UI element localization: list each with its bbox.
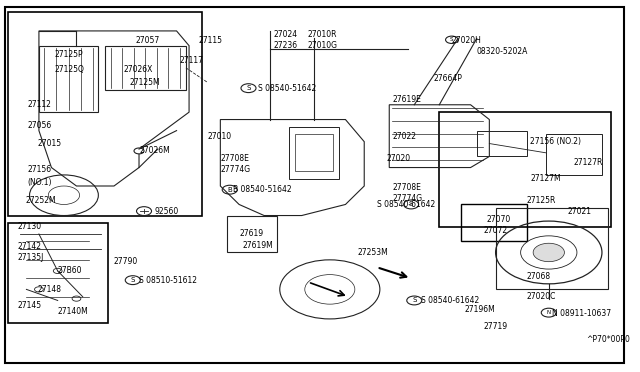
- Text: 27774G: 27774G: [392, 195, 422, 203]
- Text: 27135J: 27135J: [17, 253, 44, 263]
- Text: 27021: 27021: [568, 207, 591, 217]
- Text: 27148: 27148: [38, 285, 61, 294]
- Circle shape: [134, 148, 144, 154]
- Text: 27156 (NO.2): 27156 (NO.2): [530, 137, 581, 146]
- Text: 27026X: 27026X: [124, 65, 153, 74]
- Text: 27056: 27056: [28, 121, 52, 129]
- Text: S: S: [409, 202, 413, 208]
- Text: 08320-5202A: 08320-5202A: [477, 47, 528, 56]
- Bar: [439, 112, 611, 227]
- Text: 27117: 27117: [180, 56, 204, 65]
- Text: 27125R: 27125R: [527, 196, 556, 205]
- Text: 27619M: 27619M: [242, 241, 273, 250]
- Text: N: N: [547, 310, 551, 315]
- Text: 27010G: 27010G: [308, 41, 338, 50]
- Text: S 08540-61642: S 08540-61642: [377, 200, 435, 209]
- Text: 27070: 27070: [486, 215, 511, 224]
- Text: 27010R: 27010R: [308, 30, 337, 39]
- Text: 27145: 27145: [17, 301, 41, 311]
- Text: 92560: 92560: [155, 207, 179, 217]
- Text: 27015: 27015: [37, 139, 61, 148]
- Text: 27024: 27024: [273, 30, 298, 39]
- Text: 27020: 27020: [386, 154, 410, 163]
- Bar: [8, 223, 108, 323]
- Text: 27020H: 27020H: [452, 36, 482, 45]
- Text: 27072: 27072: [483, 226, 508, 235]
- Text: 27140M: 27140M: [58, 307, 88, 316]
- Text: 27790: 27790: [114, 257, 138, 266]
- Text: 27664P: 27664P: [433, 74, 462, 83]
- Text: 27236: 27236: [273, 41, 298, 50]
- Text: 27127M: 27127M: [530, 174, 561, 183]
- Text: 27708E: 27708E: [220, 154, 249, 163]
- Text: B 08540-51642: B 08540-51642: [233, 185, 291, 194]
- Text: 27125M: 27125M: [130, 78, 160, 87]
- Text: B: B: [227, 187, 232, 193]
- Text: 27156: 27156: [28, 165, 52, 174]
- Circle shape: [35, 287, 44, 292]
- Bar: [461, 205, 527, 241]
- Text: 27619: 27619: [239, 230, 263, 238]
- Text: 27115: 27115: [198, 36, 223, 45]
- Circle shape: [72, 296, 81, 301]
- Text: (NO.1): (NO.1): [28, 178, 52, 187]
- Text: 27125P: 27125P: [54, 51, 83, 60]
- Text: S 08540-61642: S 08540-61642: [420, 296, 479, 305]
- Text: S: S: [450, 37, 454, 42]
- Text: 27127R: 27127R: [574, 157, 603, 167]
- Text: 27022: 27022: [392, 132, 417, 141]
- Text: 27142: 27142: [17, 243, 41, 251]
- Text: 27020C: 27020C: [527, 292, 556, 301]
- Circle shape: [533, 243, 564, 262]
- Bar: [8, 13, 202, 215]
- Text: S: S: [412, 298, 417, 304]
- Text: 27130: 27130: [17, 222, 41, 231]
- Text: 27253M: 27253M: [358, 248, 388, 257]
- Text: 27125Q: 27125Q: [54, 65, 84, 74]
- Text: S: S: [131, 277, 135, 283]
- Text: S 08540-51642: S 08540-51642: [258, 84, 316, 93]
- Text: 27719: 27719: [483, 322, 508, 331]
- Text: S: S: [246, 85, 251, 91]
- Text: S 08510-51612: S 08510-51612: [139, 276, 197, 285]
- Text: 27619E: 27619E: [392, 95, 421, 104]
- Text: 27068: 27068: [527, 272, 551, 281]
- Text: 27196M: 27196M: [465, 305, 495, 314]
- Text: 27B60: 27B60: [58, 266, 82, 275]
- Text: 27057: 27057: [136, 36, 160, 45]
- Text: ^P70*00P0: ^P70*00P0: [586, 335, 630, 344]
- Circle shape: [53, 268, 62, 273]
- Text: N 08911-10637: N 08911-10637: [552, 309, 611, 318]
- Text: 27708E: 27708E: [392, 183, 421, 192]
- Text: 27026M: 27026M: [139, 147, 170, 155]
- Text: 27252M: 27252M: [25, 196, 56, 205]
- Text: 27010: 27010: [208, 132, 232, 141]
- Text: 27112: 27112: [28, 100, 52, 109]
- Text: 27774G: 27774G: [220, 165, 250, 174]
